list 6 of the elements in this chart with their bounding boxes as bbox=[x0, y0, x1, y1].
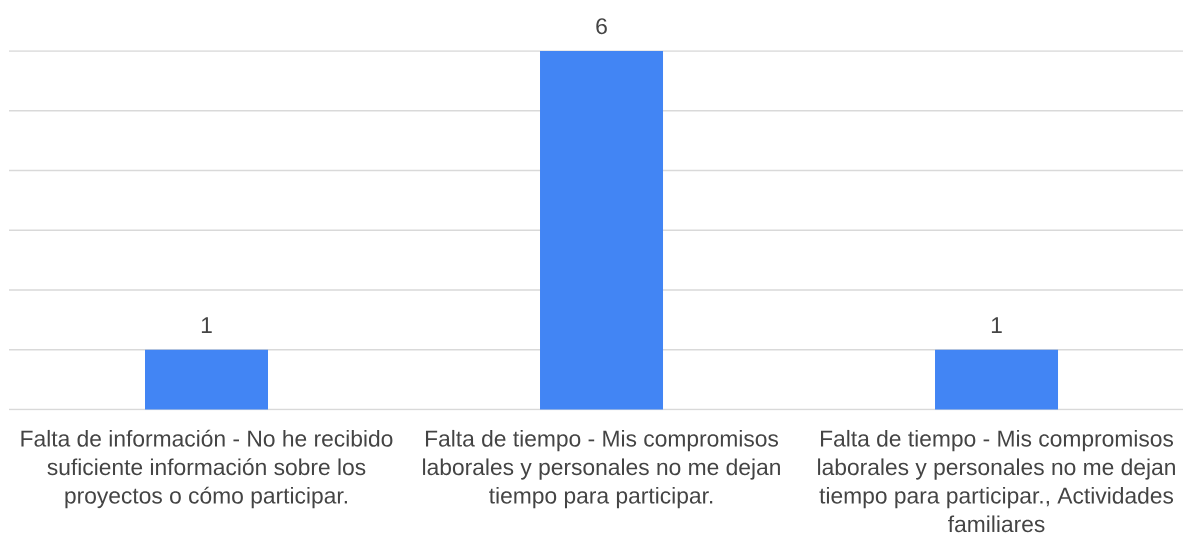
x-tick-label: Falta de información - No he recibido suficiente información sobre los proyectos o cómo participar. bbox=[21, 429, 393, 509]
data-label: 6 bbox=[596, 18, 607, 35]
data-label: 1 bbox=[201, 317, 212, 334]
data-label: 1 bbox=[991, 317, 1002, 334]
x-tick-label: Falta de tiempo - Mis compromisos laborales y personales no me dejan tiempo para participar., Actividades familiares bbox=[818, 429, 1175, 533]
x-tick-label: Falta de tiempo - Mis compromisos laborales y personales no me dejan tiempo para participar. bbox=[423, 429, 780, 509]
